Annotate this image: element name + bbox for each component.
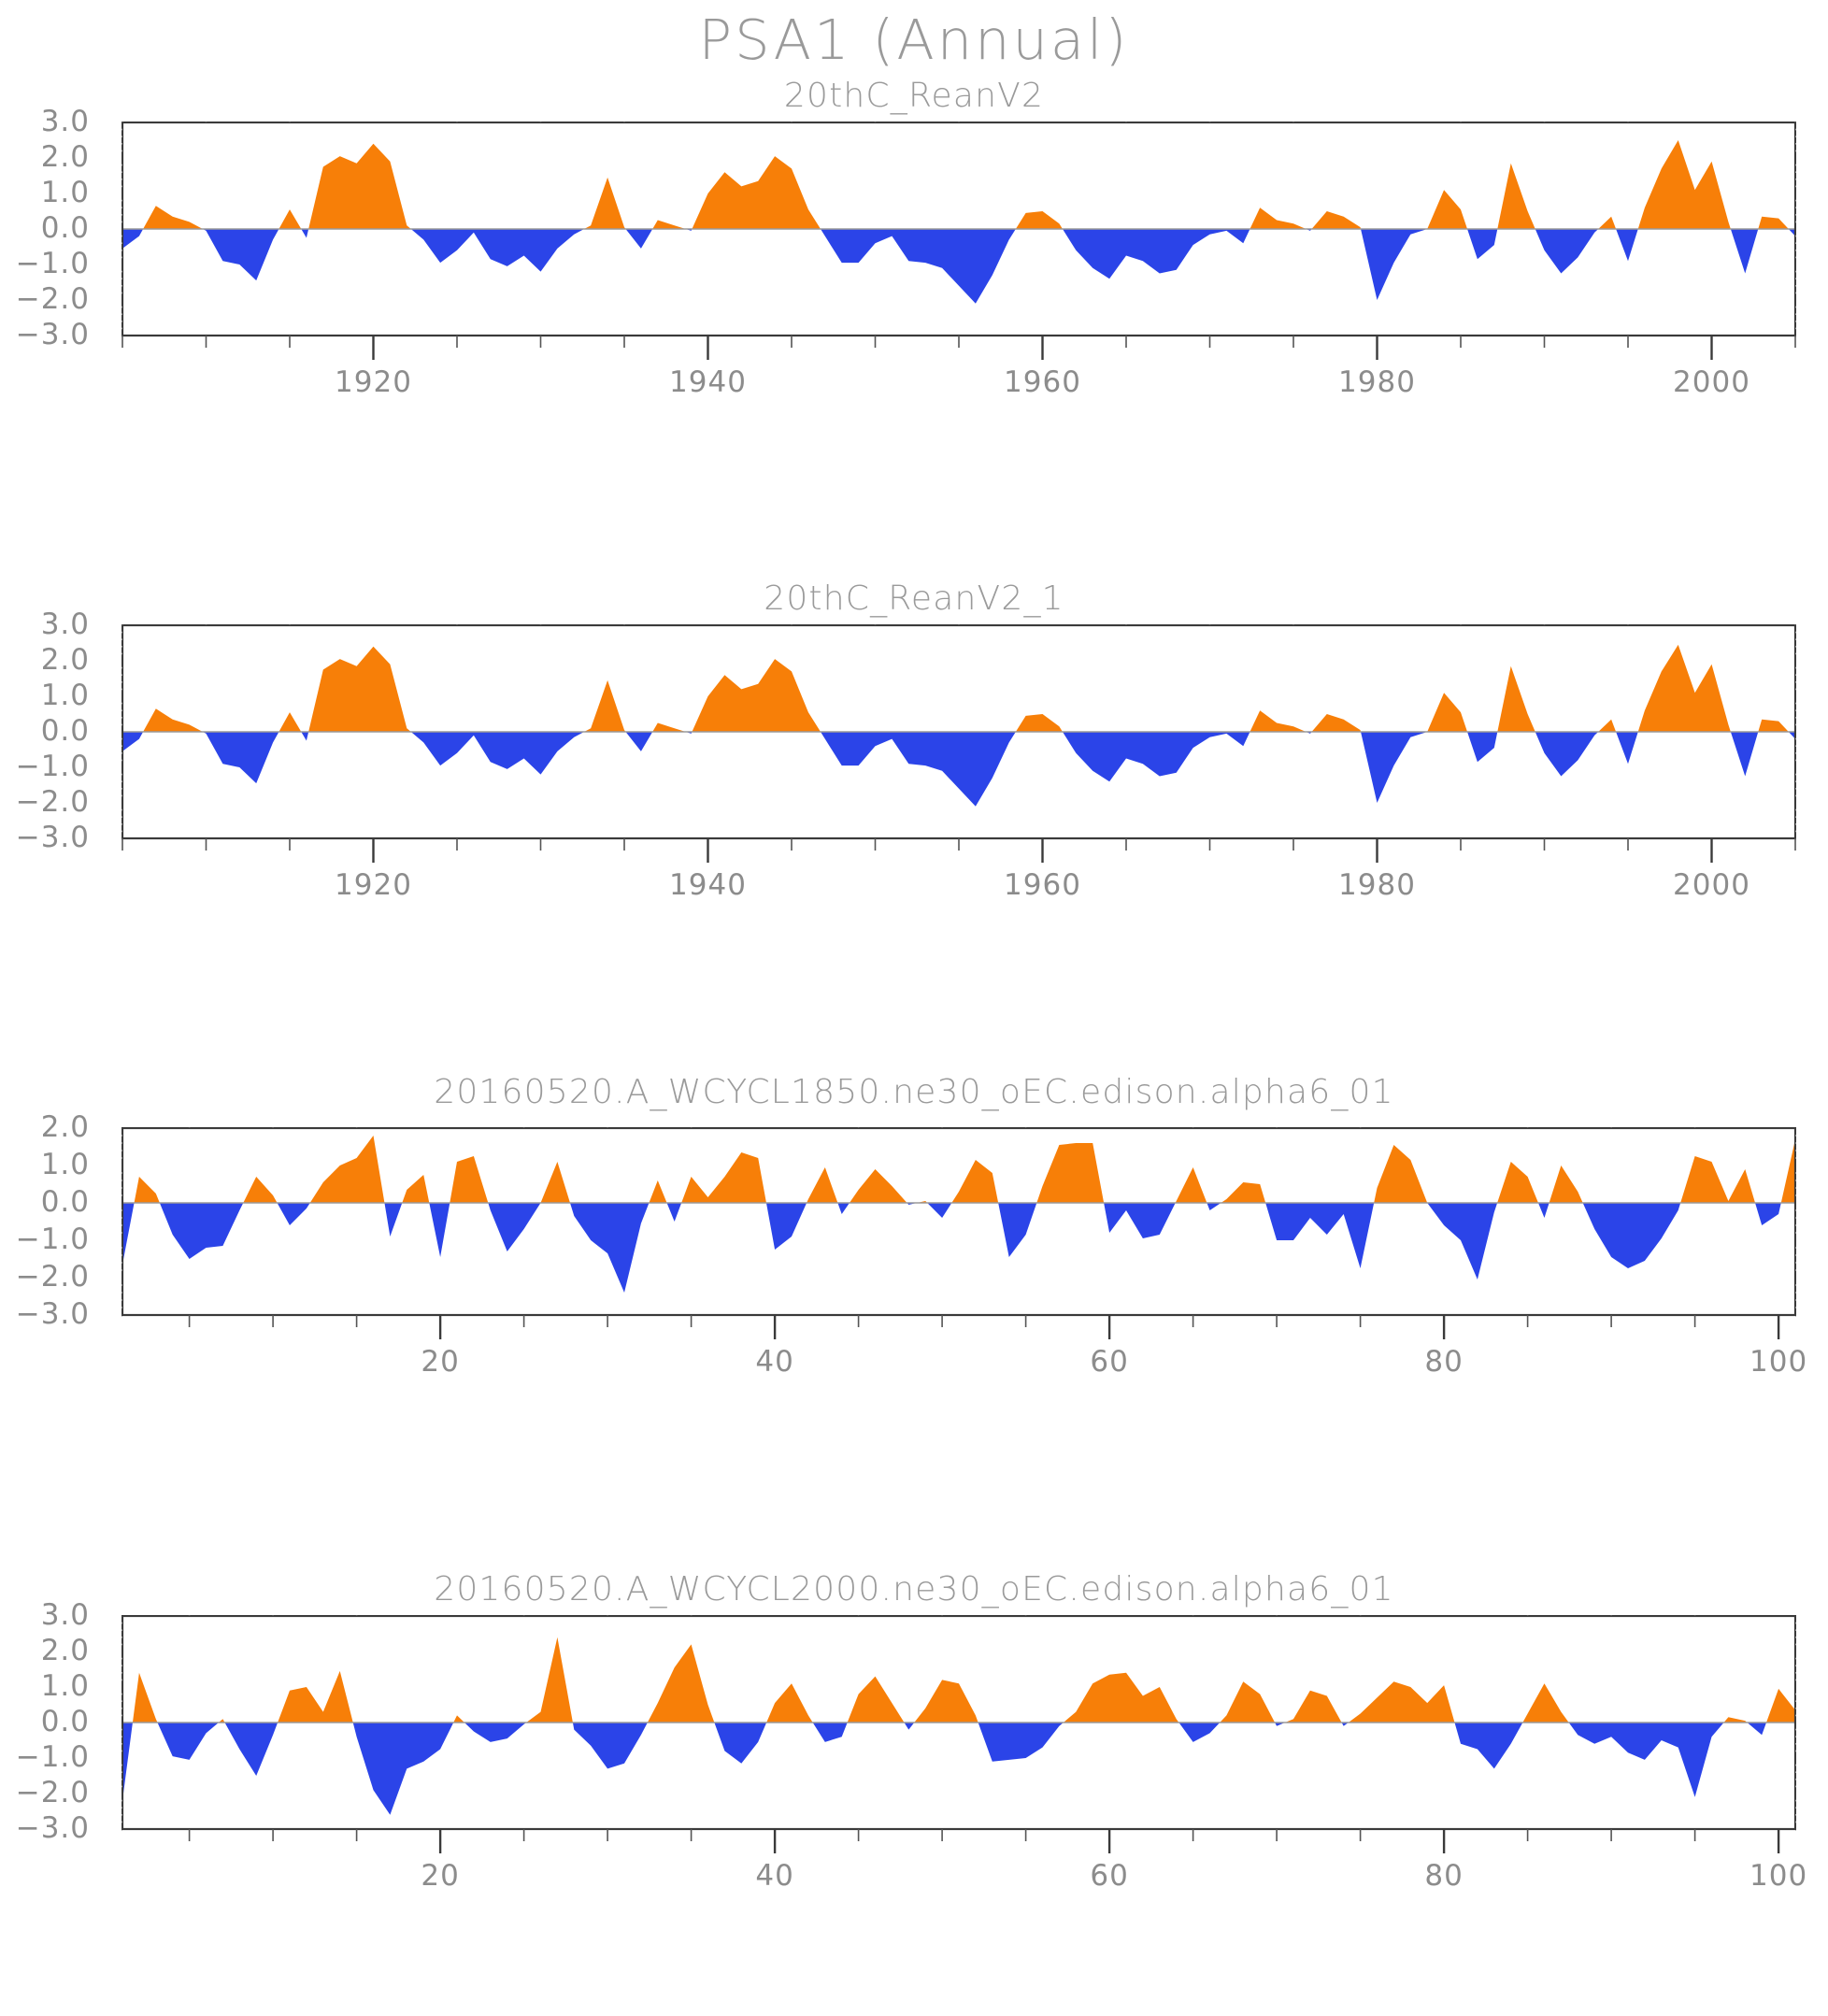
y-tick-label: 0.0 bbox=[40, 1185, 90, 1219]
y-tick-label: −2.0 bbox=[15, 1776, 90, 1809]
y-tick-label: −1.0 bbox=[15, 1222, 90, 1256]
x-tick-label: 1980 bbox=[1338, 868, 1416, 902]
y-tick-label: −1.0 bbox=[15, 1740, 90, 1774]
x-tick-label: 1940 bbox=[669, 868, 747, 902]
x-tick-label: 1920 bbox=[335, 365, 412, 399]
x-tick-label: 1960 bbox=[1004, 365, 1081, 399]
y-tick-label: 0.0 bbox=[40, 1705, 90, 1738]
y-tick-label: 2.0 bbox=[40, 1634, 90, 1667]
y-tick-label: −1.0 bbox=[15, 750, 90, 783]
y-tick-label: 3.0 bbox=[40, 608, 90, 641]
plot-area[interactable] bbox=[121, 122, 1796, 361]
y-tick-label: −2.0 bbox=[15, 785, 90, 819]
x-tick-label: 1980 bbox=[1338, 365, 1416, 399]
y-tick-label: 0.0 bbox=[40, 714, 90, 748]
chart-svg bbox=[121, 1615, 1796, 1853]
x-tick-label: 80 bbox=[1424, 1345, 1464, 1379]
y-tick-label: −2.0 bbox=[15, 1260, 90, 1294]
y-tick-label: −3.0 bbox=[15, 821, 90, 854]
x-tick-label: 1920 bbox=[335, 868, 412, 902]
y-tick-label: 1.0 bbox=[40, 1669, 90, 1703]
x-tick-label: 20 bbox=[421, 1345, 460, 1379]
y-tick-label: 1.0 bbox=[40, 176, 90, 209]
plot-area[interactable] bbox=[121, 624, 1796, 864]
x-tick-label: 80 bbox=[1424, 1859, 1464, 1893]
y-tick-label: −3.0 bbox=[15, 318, 90, 351]
y-tick-label: −3.0 bbox=[15, 1297, 90, 1331]
panel-title: 20thC_ReanV2_1 bbox=[764, 579, 1064, 618]
chart-svg bbox=[121, 624, 1796, 863]
plot-area[interactable] bbox=[121, 1615, 1796, 1854]
y-tick-label: 0.0 bbox=[40, 211, 90, 245]
x-tick-label: 20 bbox=[421, 1859, 460, 1893]
chart-svg bbox=[121, 1127, 1796, 1339]
x-tick-label: 40 bbox=[755, 1345, 794, 1379]
figure-title: PSA1 (Annual) bbox=[698, 7, 1130, 72]
y-tick-label: 2.0 bbox=[40, 140, 90, 174]
y-tick-label: −3.0 bbox=[15, 1811, 90, 1845]
x-tick-label: 1940 bbox=[669, 365, 747, 399]
y-tick-label: 1.0 bbox=[40, 1148, 90, 1181]
panel-title: 20160520.A_WCYCL2000.ne30_oEC.edison.alp… bbox=[434, 1570, 1394, 1609]
x-tick-label: 2000 bbox=[1673, 868, 1750, 902]
y-tick-label: 3.0 bbox=[40, 105, 90, 138]
y-tick-label: −2.0 bbox=[15, 282, 90, 316]
y-tick-label: 2.0 bbox=[40, 643, 90, 677]
x-tick-label: 2000 bbox=[1673, 365, 1750, 399]
y-tick-label: 3.0 bbox=[40, 1598, 90, 1632]
plot-area[interactable] bbox=[121, 1127, 1796, 1340]
x-tick-label: 1960 bbox=[1004, 868, 1081, 902]
y-tick-label: 2.0 bbox=[40, 1110, 90, 1144]
x-tick-label: 60 bbox=[1090, 1345, 1129, 1379]
x-tick-label: 100 bbox=[1749, 1345, 1808, 1379]
x-tick-label: 60 bbox=[1090, 1859, 1129, 1893]
chart-svg bbox=[121, 122, 1796, 360]
y-tick-label: 1.0 bbox=[40, 679, 90, 712]
panel-title: 20thC_ReanV2 bbox=[783, 77, 1045, 115]
x-tick-label: 40 bbox=[755, 1859, 794, 1893]
y-tick-label: −1.0 bbox=[15, 247, 90, 280]
panel-title: 20160520.A_WCYCL1850.ne30_oEC.edison.alp… bbox=[434, 1073, 1394, 1111]
x-tick-label: 100 bbox=[1749, 1859, 1808, 1893]
